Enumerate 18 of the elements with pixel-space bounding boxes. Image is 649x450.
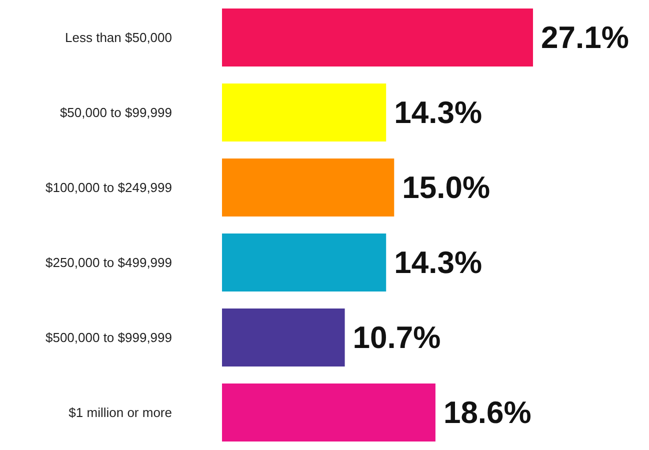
data-label: 14.3% (394, 95, 482, 130)
bar (222, 8, 533, 66)
data-label: 15.0% (402, 170, 490, 205)
y-tick-label: $500,000 to $999,999 (45, 330, 172, 345)
y-tick-label: $100,000 to $249,999 (45, 180, 172, 195)
data-label: 10.7% (352, 320, 441, 355)
data-label: 18.6% (443, 395, 532, 430)
data-label: 27.1% (541, 20, 629, 55)
bar (222, 84, 386, 142)
y-tick-label: $1 million or more (68, 405, 172, 420)
y-tick-label: $50,000 to $99,999 (60, 105, 172, 120)
bar (222, 308, 345, 366)
data-label: 14.3% (394, 245, 482, 280)
bar (222, 234, 386, 292)
y-tick-label: $250,000 to $499,999 (45, 255, 172, 270)
y-tick-label: Less than $50,000 (65, 30, 172, 45)
bar (222, 384, 436, 442)
bar (222, 158, 394, 216)
